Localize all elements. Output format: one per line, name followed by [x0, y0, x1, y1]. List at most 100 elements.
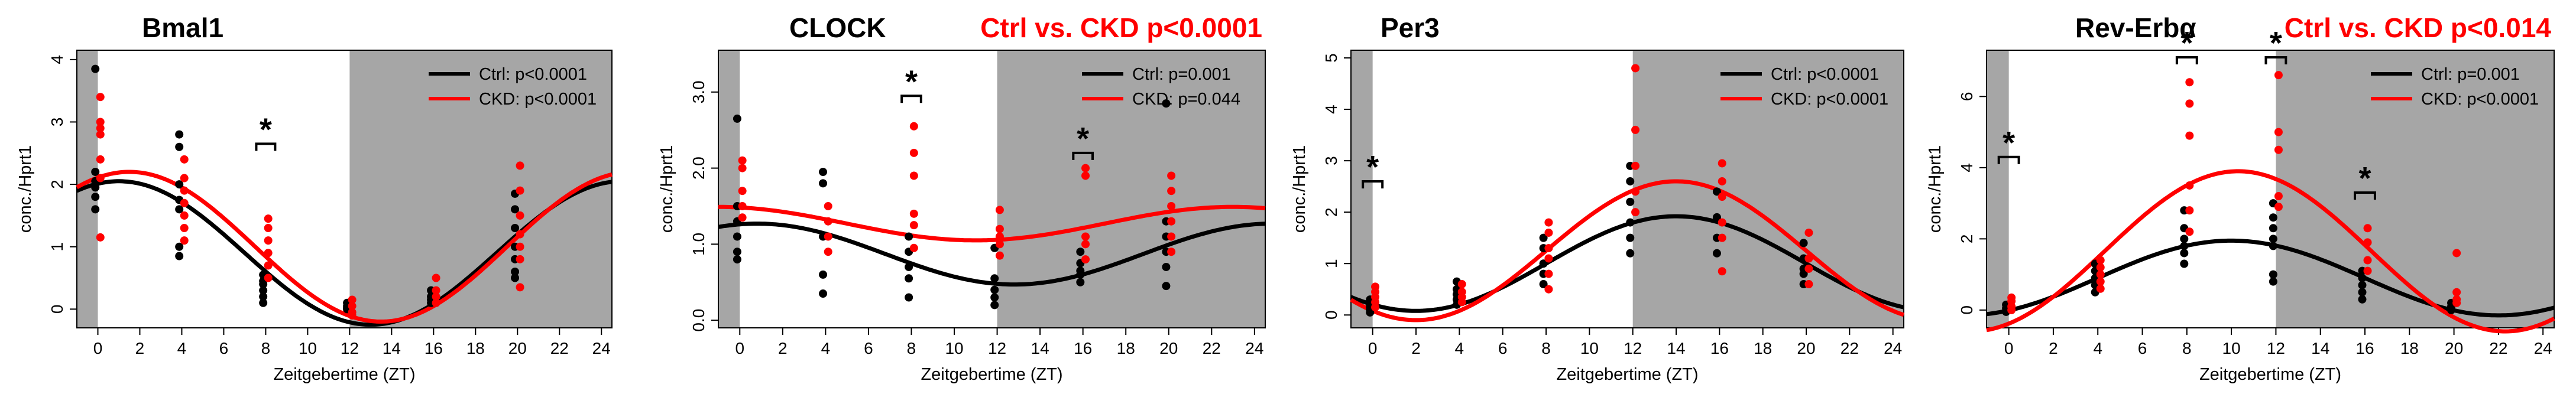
y-tick-label: 2 [48, 180, 66, 189]
data-point-ckd [2096, 263, 2105, 272]
y-tick-label: 6 [1958, 92, 1976, 102]
data-point-ckd [96, 233, 105, 242]
y-tick-label: 2.0 [689, 157, 708, 180]
x-tick-label: 20 [1797, 339, 1815, 357]
significance-star: * [1077, 121, 1089, 157]
data-point-ckd [1544, 285, 1553, 294]
x-tick-label: 16 [425, 339, 443, 357]
data-point-ckd [909, 148, 918, 157]
fit-curve-ckd [718, 204, 1266, 243]
x-tick-label: 2 [135, 339, 145, 357]
x-tick-label: 4 [1455, 339, 1464, 357]
x-tick-label: 20 [2445, 339, 2463, 357]
x-tick-label: 14 [383, 339, 401, 357]
y-tick-label: 4 [1958, 163, 1976, 172]
legend-entry: Ctrl: p=0.001 [1132, 65, 1231, 84]
data-point-ckd [180, 174, 189, 183]
x-tick-label: 6 [219, 339, 229, 357]
data-point-ctrl [91, 205, 100, 214]
y-tick-label: 0 [1958, 305, 1976, 315]
data-point-ckd [1544, 228, 1553, 237]
x-tick-label: 6 [1498, 339, 1508, 357]
fit-curve-ctrl [718, 222, 1266, 287]
x-tick-label: 8 [1541, 339, 1551, 357]
data-point-ctrl [2447, 305, 2456, 314]
data-point-ctrl [819, 179, 828, 188]
data-point-ckd [2452, 288, 2461, 297]
y-tick-label: 0 [1322, 310, 1340, 320]
data-point-ckd [1631, 125, 1640, 134]
data-point-ctrl [1539, 259, 1548, 268]
x-tick-label: 16 [1710, 339, 1729, 357]
x-tick-label: 8 [261, 339, 271, 357]
data-point-ckd [2363, 238, 2372, 247]
data-point-ckd [96, 174, 105, 183]
data-point-ckd [264, 249, 273, 258]
data-point-ckd [1167, 201, 1176, 210]
data-point-ckd [96, 93, 105, 102]
data-point-ctrl [819, 289, 828, 298]
significance-star: * [2003, 125, 2015, 161]
data-point-ckd [1081, 255, 1090, 264]
data-point-ckd [2096, 270, 2105, 279]
y-axis-label: conc./Hprt1 [657, 145, 676, 233]
data-point-ckd [1457, 280, 1466, 289]
data-point-ctrl [1799, 269, 1808, 278]
x-tick-label: 8 [2182, 339, 2192, 357]
data-point-ckd [824, 217, 832, 226]
data-point-ckd [1804, 254, 1813, 263]
x-tick-label: 18 [1117, 339, 1135, 357]
x-tick-label: 0 [93, 339, 103, 357]
data-point-ckd [96, 130, 105, 139]
legend-entry: CKD: p<0.0001 [2421, 90, 2539, 109]
dark-phase-band [2276, 50, 2554, 328]
data-point-ckd [264, 214, 273, 223]
data-point-ctrl [2358, 295, 2367, 304]
data-point-ckd [516, 211, 524, 220]
data-point-ckd [1718, 193, 1726, 201]
plot-frame [1986, 50, 2555, 328]
data-point-ckd [1718, 267, 1726, 276]
data-point-ctrl [175, 252, 184, 261]
x-tick-label: 22 [1841, 339, 1859, 357]
data-point-ctrl [905, 262, 913, 271]
fit-curve-ckd [1350, 179, 1905, 323]
significance-star: * [2180, 25, 2193, 61]
data-point-ckd [180, 155, 189, 164]
data-point-ctrl [259, 292, 268, 301]
chart-title: Rev-Erbα [2075, 12, 2196, 43]
x-tick-label: 12 [341, 339, 359, 357]
chart-title: CLOCK [789, 12, 886, 43]
data-point-ckd [2274, 128, 2283, 136]
x-tick-label: 0 [1368, 339, 1378, 357]
data-point-ctrl [990, 274, 999, 283]
data-point-ctrl [259, 298, 268, 307]
data-point-ckd [1167, 187, 1176, 196]
data-point-ckd [1167, 232, 1176, 241]
data-point-ckd [2363, 256, 2372, 265]
x-tick-label: 10 [299, 339, 317, 357]
legend-entry: CKD: p<0.0001 [479, 90, 597, 109]
y-tick-label: 4 [1322, 105, 1340, 114]
data-point-ckd [1804, 264, 1813, 273]
data-point-ctrl [2269, 213, 2277, 222]
data-point-ckd [1718, 218, 1726, 227]
data-point-ckd [824, 248, 832, 256]
data-point-ctrl [175, 180, 184, 189]
data-point-ctrl [905, 232, 913, 241]
data-point-ckd [264, 224, 273, 233]
significance-bracket [1362, 180, 1384, 188]
data-point-ckd [96, 155, 105, 164]
y-axis-label: conc./Hprt1 [1290, 145, 1309, 233]
x-axis-label: Zeitgebertime (ZT) [273, 365, 415, 384]
y-tick-label: 1 [1322, 259, 1340, 268]
data-point-ctrl [990, 293, 999, 302]
data-point-ckd [2185, 99, 2194, 108]
y-tick-label: 3.0 [689, 80, 708, 103]
significance-star: * [2270, 25, 2282, 61]
data-point-ckd [1631, 208, 1640, 217]
dark-phase-band [718, 50, 740, 328]
data-point-ckd [348, 302, 357, 311]
chart-panel-2: 0 2 4 6 8 10 12 14 16 18 20 22 240.01.02.03.0Zeitgeb… [657, 12, 1266, 384]
data-point-ckd [995, 206, 1004, 214]
